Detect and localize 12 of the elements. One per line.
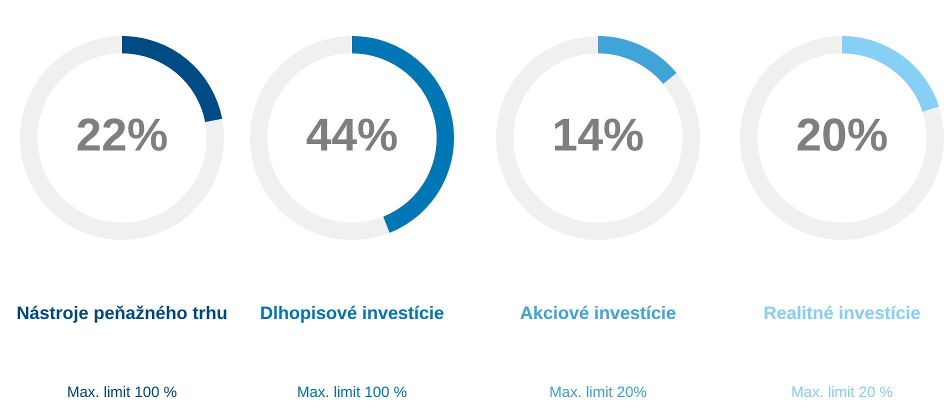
text: Nástroje peňažného trhu: [15, 302, 229, 325]
data-label: 22%: [76, 108, 168, 161]
data-label: 14%: [552, 108, 644, 161]
text: Max. limit 100 %: [296, 384, 408, 401]
data-label: 20%: [796, 108, 888, 161]
data-label: 44%: [306, 108, 398, 161]
text: Dlhopisové investície: [258, 302, 446, 325]
text: Realitné investície: [762, 302, 922, 325]
text: Max. limit 20 %: [790, 384, 894, 401]
text: Akciové investície: [518, 302, 678, 325]
text: Max. limit 100 %: [66, 384, 178, 401]
text: Max. limit 20%: [548, 384, 648, 401]
